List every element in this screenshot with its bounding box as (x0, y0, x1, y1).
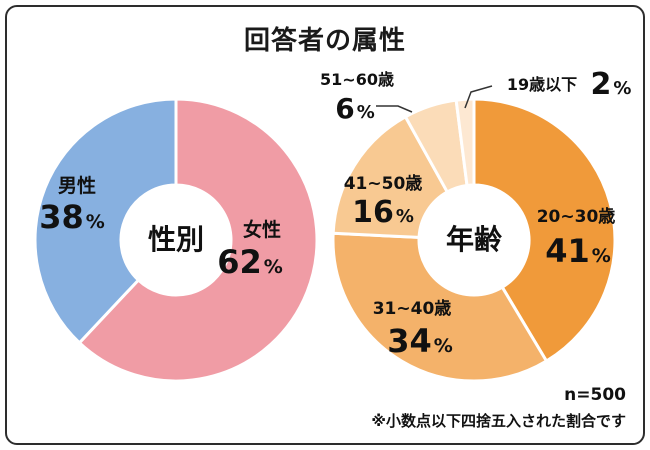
age-donut-chart (331, 97, 617, 383)
gender-value-female-number: 62 (217, 243, 262, 281)
sample-size: n=500 (564, 385, 626, 405)
age-value-51-60: 6% (335, 92, 375, 125)
age-value-51-60-number: 6 (335, 92, 354, 125)
gender-slice-male (33, 97, 178, 345)
age-label-51-60: 51~60歳 (320, 70, 394, 89)
age-center-label: 年齢 (446, 223, 502, 256)
gender-value-female: 62% (217, 243, 283, 281)
age-slice-under-19 (454, 97, 476, 187)
chart-title: 回答者の属性 (243, 26, 406, 56)
gender-donut-chart (33, 97, 319, 383)
footnote: ※小数点以下四捨五入された割合です (371, 412, 626, 430)
gender-label-female: 女性 (243, 218, 281, 241)
age-value-31-40: 34% (387, 322, 453, 360)
age-label-41-50: 41~50歳 (344, 173, 423, 194)
gender-value-male: 38% (39, 198, 105, 236)
leader-line-51-60 (376, 105, 413, 113)
gender-value-male-number: 38 (39, 198, 84, 236)
age-value-31-40-number: 34 (387, 322, 432, 360)
age-slice-31-40 (331, 231, 548, 383)
age-slice-20-30 (472, 97, 617, 363)
age-slice-41-50 (331, 115, 449, 239)
age-value-20-30-number: 41 (545, 232, 590, 270)
age-label-31-40: 31~40歳 (373, 298, 452, 319)
gender-center-label: 性別 (148, 223, 204, 256)
age-value-under-19: 2% (591, 67, 632, 102)
age-label-20-30: 20~30歳 (537, 206, 616, 227)
age-value-41-50-number: 16 (352, 195, 394, 230)
leader-line-under-19 (464, 85, 493, 109)
age-value-under-19-number: 2 (591, 67, 612, 102)
age-label-under-19: 19歳以下 (507, 75, 577, 94)
gender-slice-female (77, 97, 319, 383)
age-value-20-30: 41% (545, 232, 611, 270)
gender-label-male: 男性 (58, 174, 96, 197)
age-value-41-50: 16% (352, 195, 414, 230)
